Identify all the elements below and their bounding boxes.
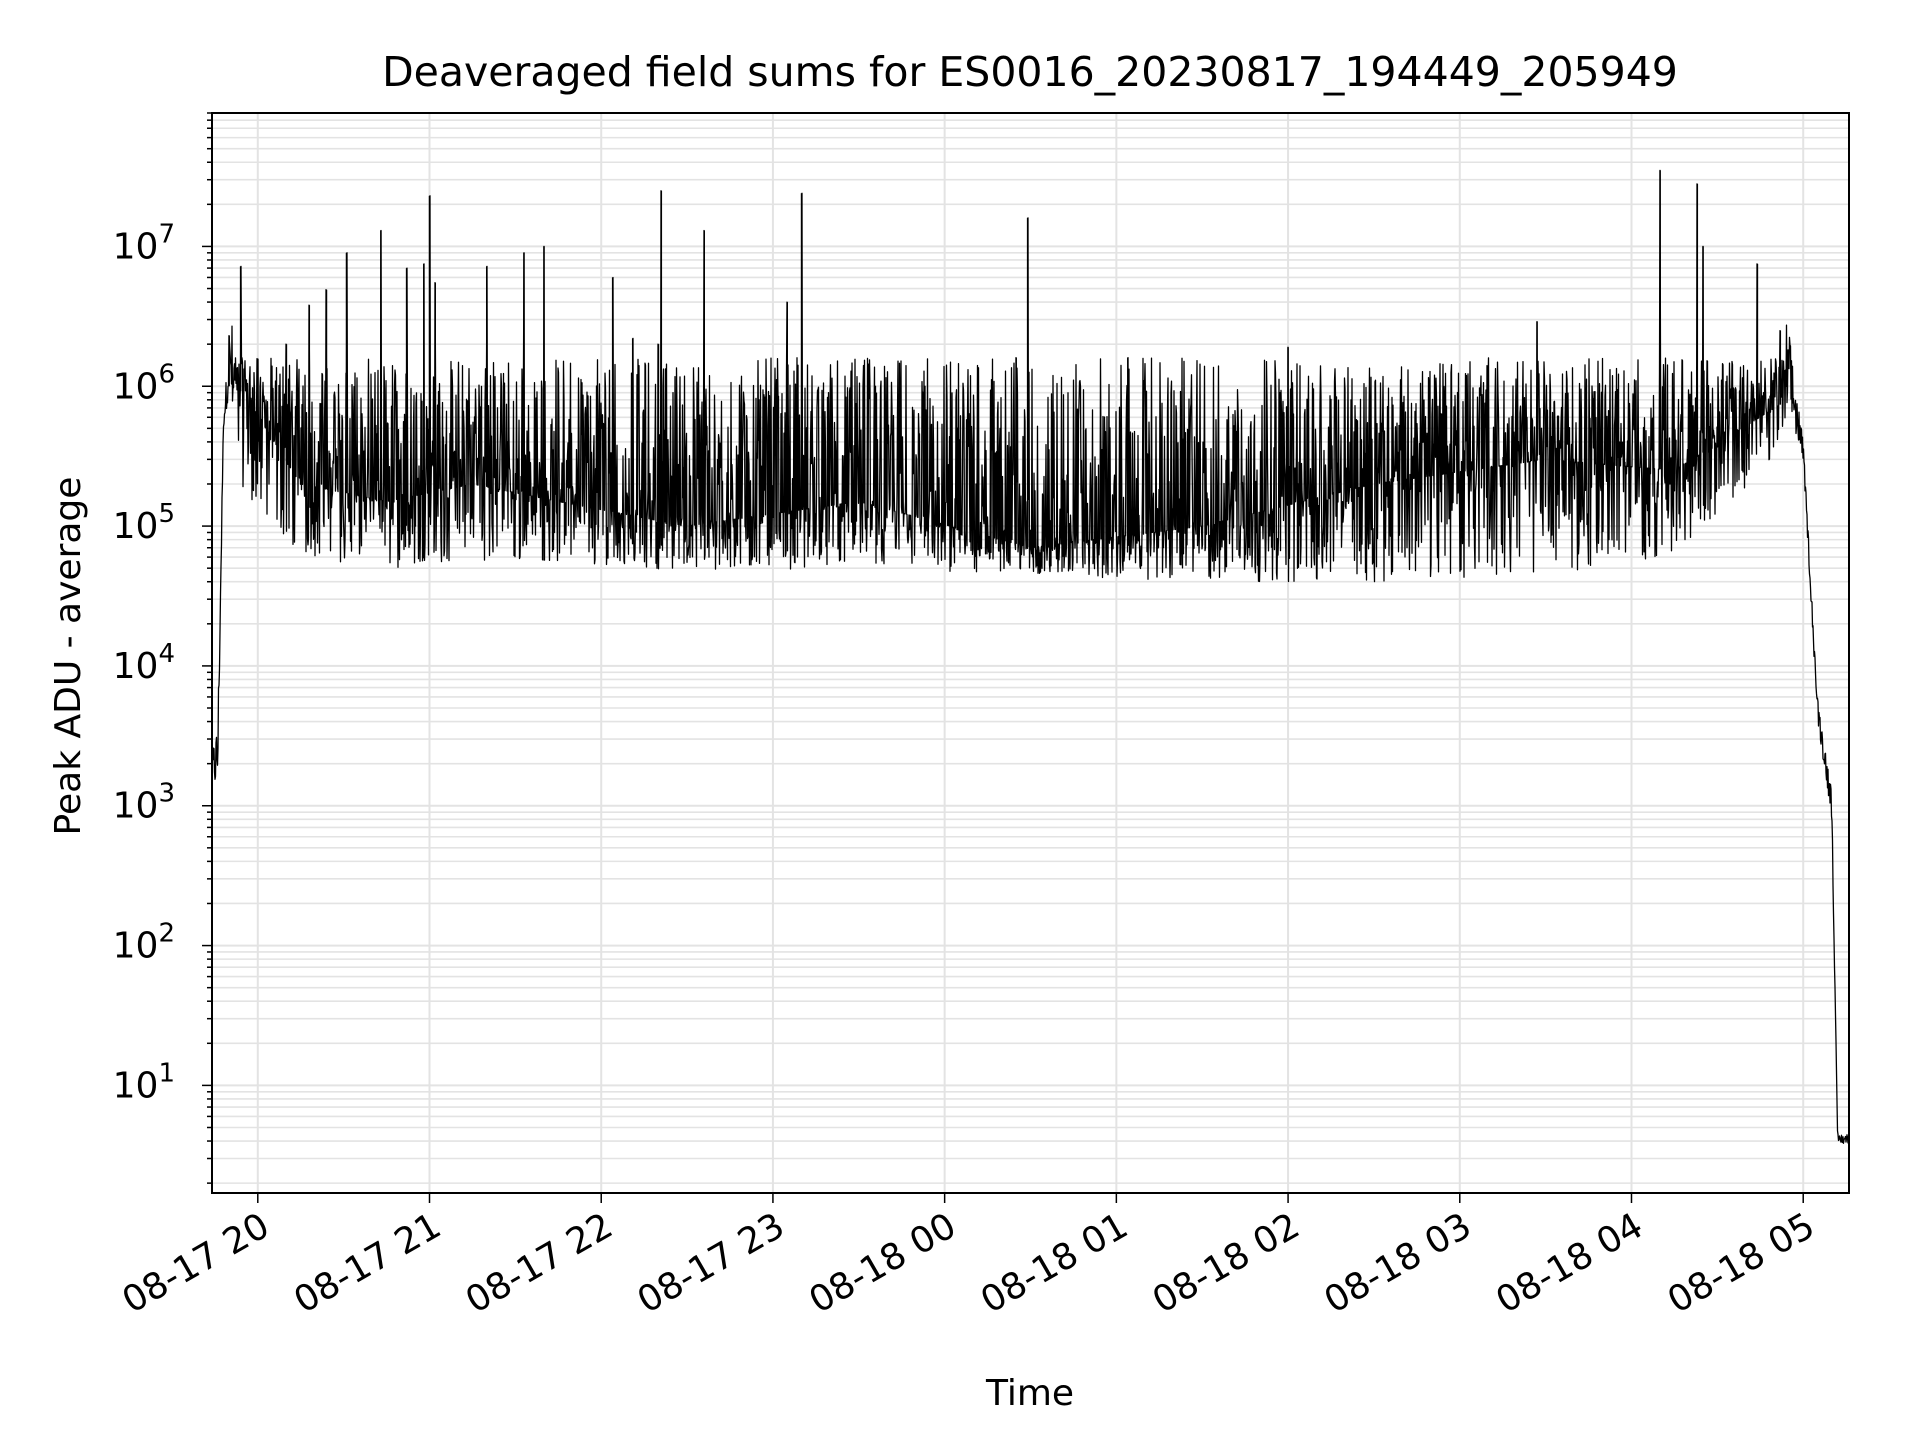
y-tick-label: 104 <box>113 639 175 687</box>
x-axis-label: Time <box>985 1373 1074 1414</box>
y-tick-label: 102 <box>113 919 175 967</box>
x-tick-label: 08-17 22 <box>459 1205 620 1321</box>
x-tick-label: 08-18 00 <box>802 1205 963 1321</box>
y-tick-label: 106 <box>113 359 175 407</box>
y-tick-label: 105 <box>113 499 175 547</box>
x-tick-label: 08-17 21 <box>287 1205 448 1321</box>
plot-frame <box>211 112 1850 1194</box>
x-tick-label: 08-18 03 <box>1318 1205 1479 1321</box>
x-tick-label: 08-18 02 <box>1146 1205 1307 1321</box>
y-tick-label: 101 <box>113 1058 175 1106</box>
x-tick-label: 08-17 20 <box>116 1205 277 1321</box>
grid <box>212 112 1849 1193</box>
chart-title: Deaveraged field sums for ES0016_2023081… <box>382 48 1678 96</box>
y-axis-label: Peak ADU - average <box>48 477 89 836</box>
y-tick-label: 107 <box>113 219 175 267</box>
x-tick-label: 08-18 01 <box>974 1205 1135 1321</box>
x-tick-label: 08-18 05 <box>1661 1205 1822 1321</box>
x-tick-label: 08-18 04 <box>1489 1205 1650 1321</box>
y-tick-label: 103 <box>113 779 175 827</box>
series-line <box>211 169 1850 1144</box>
series-layer <box>211 169 1850 1144</box>
x-tick-label: 08-17 23 <box>631 1205 792 1321</box>
